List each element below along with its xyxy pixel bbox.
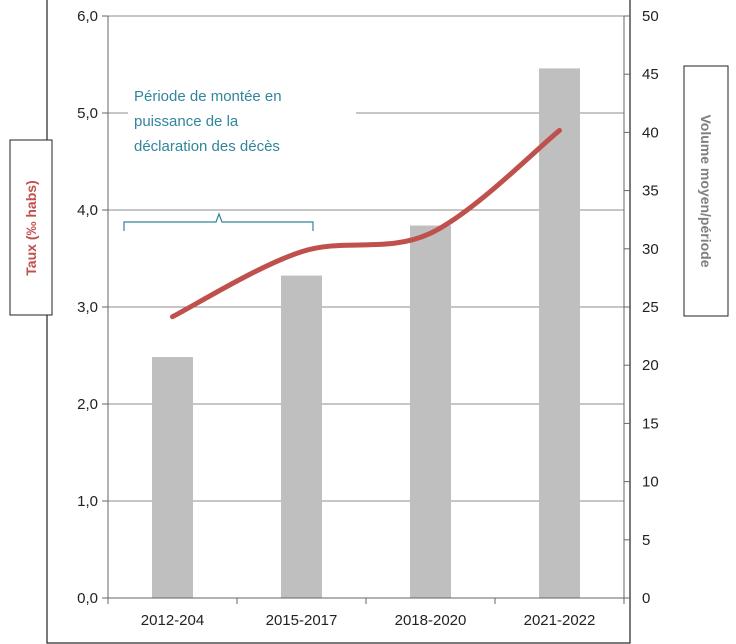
right-tick-label: 20	[642, 357, 659, 374]
right-tick-label: 25	[642, 299, 659, 316]
bar	[410, 225, 451, 598]
rate-line	[170, 127, 562, 320]
left-axis-ticks: 0,0 1,0 2,0 3,0 4,0 5,0 6,0	[77, 8, 108, 607]
annotation-line-2: puissance de la	[134, 113, 239, 130]
right-tick-label: 40	[642, 124, 659, 141]
right-tick-label: 50	[642, 8, 659, 25]
right-tick-label: 30	[642, 241, 659, 258]
left-tick-label: 2,0	[77, 396, 98, 413]
bar	[281, 275, 322, 598]
annotation-line-1: Période de montée en	[134, 88, 282, 105]
left-axis-title: Taux (‰ habs)	[23, 180, 39, 275]
right-tick-label: 35	[642, 183, 659, 200]
left-axis-title-box	[9, 139, 53, 316]
bar	[152, 357, 193, 598]
bar	[539, 68, 580, 598]
right-tick-label: 0	[642, 590, 650, 607]
left-tick-label: 1,0	[77, 493, 98, 510]
annotation-line-3: déclaration des décès	[134, 138, 280, 155]
right-axis-title: Volume moyen/période	[698, 115, 714, 268]
bar-series	[152, 68, 580, 598]
left-tick-label: 5,0	[77, 105, 98, 122]
category-label: 2012-204	[141, 612, 204, 629]
left-tick-label: 3,0	[77, 299, 98, 316]
annotation: Période de montée en puissance de la déc…	[123, 80, 356, 231]
right-tick-label: 5	[642, 532, 650, 549]
left-tick-label: 6,0	[77, 8, 98, 25]
annotation-brace	[123, 212, 314, 231]
right-tick-label: 15	[642, 415, 659, 432]
category-label: 2015-2017	[266, 612, 338, 629]
right-tick-label: 45	[642, 66, 659, 83]
right-axis-ticks: 0 5 10 15 20 25 30 35 40 45 50	[624, 8, 659, 607]
right-axis-title-box	[683, 65, 729, 317]
x-axis-tick-labels: 2012-204 2015-2017 2018-2020 2021-2022	[107, 598, 625, 629]
left-tick-label: 4,0	[77, 202, 98, 219]
chart-frame	[46, 0, 631, 644]
left-tick-label: 0,0	[77, 590, 98, 607]
right-tick-label: 10	[642, 474, 659, 491]
annotation-background	[128, 80, 356, 160]
category-label: 2018-2020	[395, 612, 467, 629]
category-label: 2021-2022	[524, 612, 596, 629]
